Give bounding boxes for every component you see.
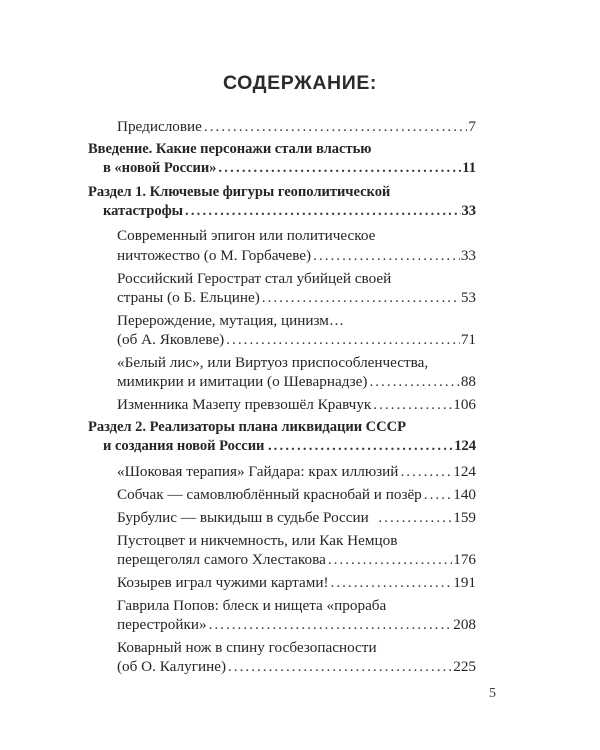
toc-dot-leader: ........................................… bbox=[378, 508, 452, 526]
toc-dot-leader: ........................................… bbox=[330, 573, 453, 591]
toc-entry[interactable]: Козырев играл чужими картами!...........… bbox=[117, 573, 476, 592]
toc-entry-line: Перерождение, мутация, цинизм… bbox=[117, 311, 345, 329]
toc-entry[interactable]: Введение. Какие персонажи стали властью в… bbox=[88, 140, 476, 178]
toc-entry[interactable]: Перерождение, мутация, цинизм… (об А. Яко… bbox=[117, 311, 476, 349]
toc-entry-lastline: ничтожество (о М. Горбачеве)............… bbox=[117, 246, 476, 265]
toc-dot-leader: ........................................… bbox=[208, 616, 453, 634]
toc-page-number: 140 bbox=[453, 485, 476, 503]
toc-entry-title: катастрофы bbox=[103, 203, 183, 220]
toc-entry-lastline: Изменника Мазепу превзошёл Кравчук......… bbox=[117, 395, 476, 414]
toc-entry[interactable]: Собчак — самовлюблённый краснобай и позё… bbox=[117, 485, 476, 504]
toc-entry-line: Пустоцвет и никчемность, или Как Немцов bbox=[117, 531, 398, 549]
toc-entry-title: Бурбулис — выкидыш в судьбе России bbox=[117, 508, 377, 526]
toc-entry-lastline: страны (о Б. Ельцине)...................… bbox=[117, 288, 476, 307]
toc-page-number: 124 bbox=[453, 462, 476, 480]
toc-dot-leader: ........................................… bbox=[273, 438, 454, 455]
toc-entry[interactable]: Гаврила Попов: блеск и нищета «прораба пе… bbox=[117, 596, 476, 634]
toc-entry-line: Российский Герострат стал убийцей своей bbox=[117, 269, 392, 287]
toc-entry-lastline: мимикрии и имитации (о Шеварнадзе)......… bbox=[117, 372, 476, 391]
toc-dot-leader: ........................................… bbox=[313, 246, 460, 264]
toc-page-number: 88 bbox=[460, 373, 476, 391]
toc-page-number: 159 bbox=[453, 508, 476, 526]
page-folio-number: 5 bbox=[489, 686, 496, 701]
toc-page-number: 33 bbox=[460, 246, 476, 264]
toc-page-number: 191 bbox=[453, 573, 476, 591]
toc-entry-line: Раздел 2. Реализаторы плана ликвидации С… bbox=[88, 419, 407, 436]
toc-entry[interactable]: Российский Герострат стал убийцей своей с… bbox=[117, 269, 476, 307]
toc-entry[interactable]: Бурбулис — выкидыш в судьбе России .....… bbox=[117, 508, 476, 527]
toc-entry-lastline: катастрофы..............................… bbox=[103, 202, 476, 221]
toc-entry-title: ничтожество (о М. Горбачеве) bbox=[117, 246, 312, 264]
toc-entry-title: Изменника Мазепу превзошёл Кравчук bbox=[117, 396, 372, 414]
toc-entry-lastline: Собчак — самовлюблённый краснобай и позё… bbox=[117, 485, 476, 504]
toc-page-number: 33 bbox=[461, 203, 477, 220]
toc-dot-leader: ........................................… bbox=[228, 658, 452, 676]
page-title: СОДЕРЖАНИЕ: bbox=[222, 72, 378, 94]
toc-page-number: 124 bbox=[454, 438, 476, 455]
toc-page-number: 176 bbox=[453, 550, 476, 568]
toc-entry[interactable]: Современный эпигон или политическое ничто… bbox=[117, 226, 476, 264]
toc-entry-lastline: (об А. Яковлеве)........................… bbox=[117, 330, 476, 349]
toc-entry[interactable]: Раздел 1. Ключевые фигуры геополитическо… bbox=[88, 183, 476, 221]
table-of-contents-list: Предисловие.............................… bbox=[88, 117, 476, 680]
toc-entry[interactable]: «Шоковая терапия» Гайдара: крах иллюзий.… bbox=[117, 462, 476, 481]
toc-entry-line: Гаврила Попов: блеск и нищета «прораба bbox=[117, 597, 387, 615]
toc-dot-leader: ........................................… bbox=[218, 160, 461, 177]
toc-page-number: 106 bbox=[453, 396, 476, 414]
toc-entry-lastline: перестройки»............................… bbox=[117, 615, 476, 634]
toc-page-number: 53 bbox=[460, 288, 476, 306]
toc-entry-lastline: Предисловие.............................… bbox=[117, 117, 476, 136]
toc-dot-leader: ........................................… bbox=[369, 373, 459, 391]
toc-page-number: 71 bbox=[460, 330, 476, 348]
toc-entry-title: (об А. Яковлеве) bbox=[117, 330, 225, 348]
toc-entry[interactable]: Коварный нож в спину госбезопасности (об … bbox=[117, 638, 476, 676]
toc-entry[interactable]: Предисловие.............................… bbox=[117, 117, 476, 136]
toc-entry-lastline: в «новой России»........................… bbox=[103, 159, 476, 178]
toc-entry[interactable]: «Белый лис», или Виртуоз приспособленчес… bbox=[117, 353, 476, 391]
toc-entry-lastline: «Шоковая терапия» Гайдара: крах иллюзий.… bbox=[117, 462, 476, 481]
toc-entry-title: перестройки» bbox=[117, 616, 207, 634]
toc-dot-leader: ........................................… bbox=[400, 462, 453, 480]
toc-entry-line: Раздел 1. Ключевые фигуры геополитическо… bbox=[88, 184, 391, 201]
toc-entry-title: Собчак — самовлюблённый краснобай и позё… bbox=[117, 485, 422, 503]
toc-entry-line: Коварный нож в спину госбезопасности bbox=[117, 639, 377, 657]
toc-entry-title: и создания новой России . bbox=[103, 438, 272, 455]
toc-page-number: 225 bbox=[453, 658, 476, 676]
toc-entry-lastline: перещеголял самого Хлестакова...........… bbox=[117, 550, 476, 569]
toc-entry-line: «Белый лис», или Виртуоз приспособленчес… bbox=[117, 354, 429, 372]
toc-entry-title: мимикрии и имитации (о Шеварнадзе) bbox=[117, 373, 368, 391]
toc-entry-lastline: и создания новой России ................… bbox=[103, 437, 476, 456]
toc-dot-leader: ........................................… bbox=[327, 550, 452, 568]
toc-dot-leader: ........................................… bbox=[261, 288, 460, 306]
toc-dot-leader: ........................................… bbox=[184, 203, 461, 220]
toc-entry[interactable]: Изменника Мазепу превзошёл Кравчук......… bbox=[117, 395, 476, 414]
toc-entry-title: в «новой России» bbox=[103, 160, 217, 177]
toc-entry[interactable]: Раздел 2. Реализаторы плана ликвидации С… bbox=[88, 418, 476, 456]
toc-entry-title: Козырев играл чужими картами! bbox=[117, 573, 329, 591]
toc-dot-leader: ........................................… bbox=[423, 485, 453, 503]
toc-entry-title: перещеголял самого Хлестакова bbox=[117, 550, 326, 568]
toc-entry-lastline: Бурбулис — выкидыш в судьбе России .....… bbox=[117, 508, 476, 527]
toc-entry-title: «Шоковая терапия» Гайдара: крах иллюзий bbox=[117, 462, 399, 480]
toc-entry-title: страны (о Б. Ельцине) bbox=[117, 288, 260, 306]
toc-page-number: 7 bbox=[468, 118, 476, 135]
toc-page-number: 11 bbox=[462, 160, 476, 177]
toc-entry-lastline: (об О. Калугине)........................… bbox=[117, 657, 476, 676]
toc-entry-title: (об О. Калугине) bbox=[117, 658, 226, 676]
toc-entry-title: Предисловие bbox=[117, 118, 202, 135]
toc-dot-leader: ........................................… bbox=[203, 118, 468, 135]
toc-entry-line: Введение. Какие персонажи стали властью bbox=[88, 141, 372, 158]
toc-dot-leader: ........................................… bbox=[226, 330, 460, 348]
toc-entry-lastline: Козырев играл чужими картами!...........… bbox=[117, 573, 476, 592]
toc-entry[interactable]: Пустоцвет и никчемность, или Как Немцов п… bbox=[117, 531, 476, 569]
toc-page-number: 208 bbox=[453, 616, 476, 634]
toc-dot-leader: ........................................… bbox=[373, 396, 452, 414]
toc-entry-line: Современный эпигон или политическое bbox=[117, 227, 376, 245]
